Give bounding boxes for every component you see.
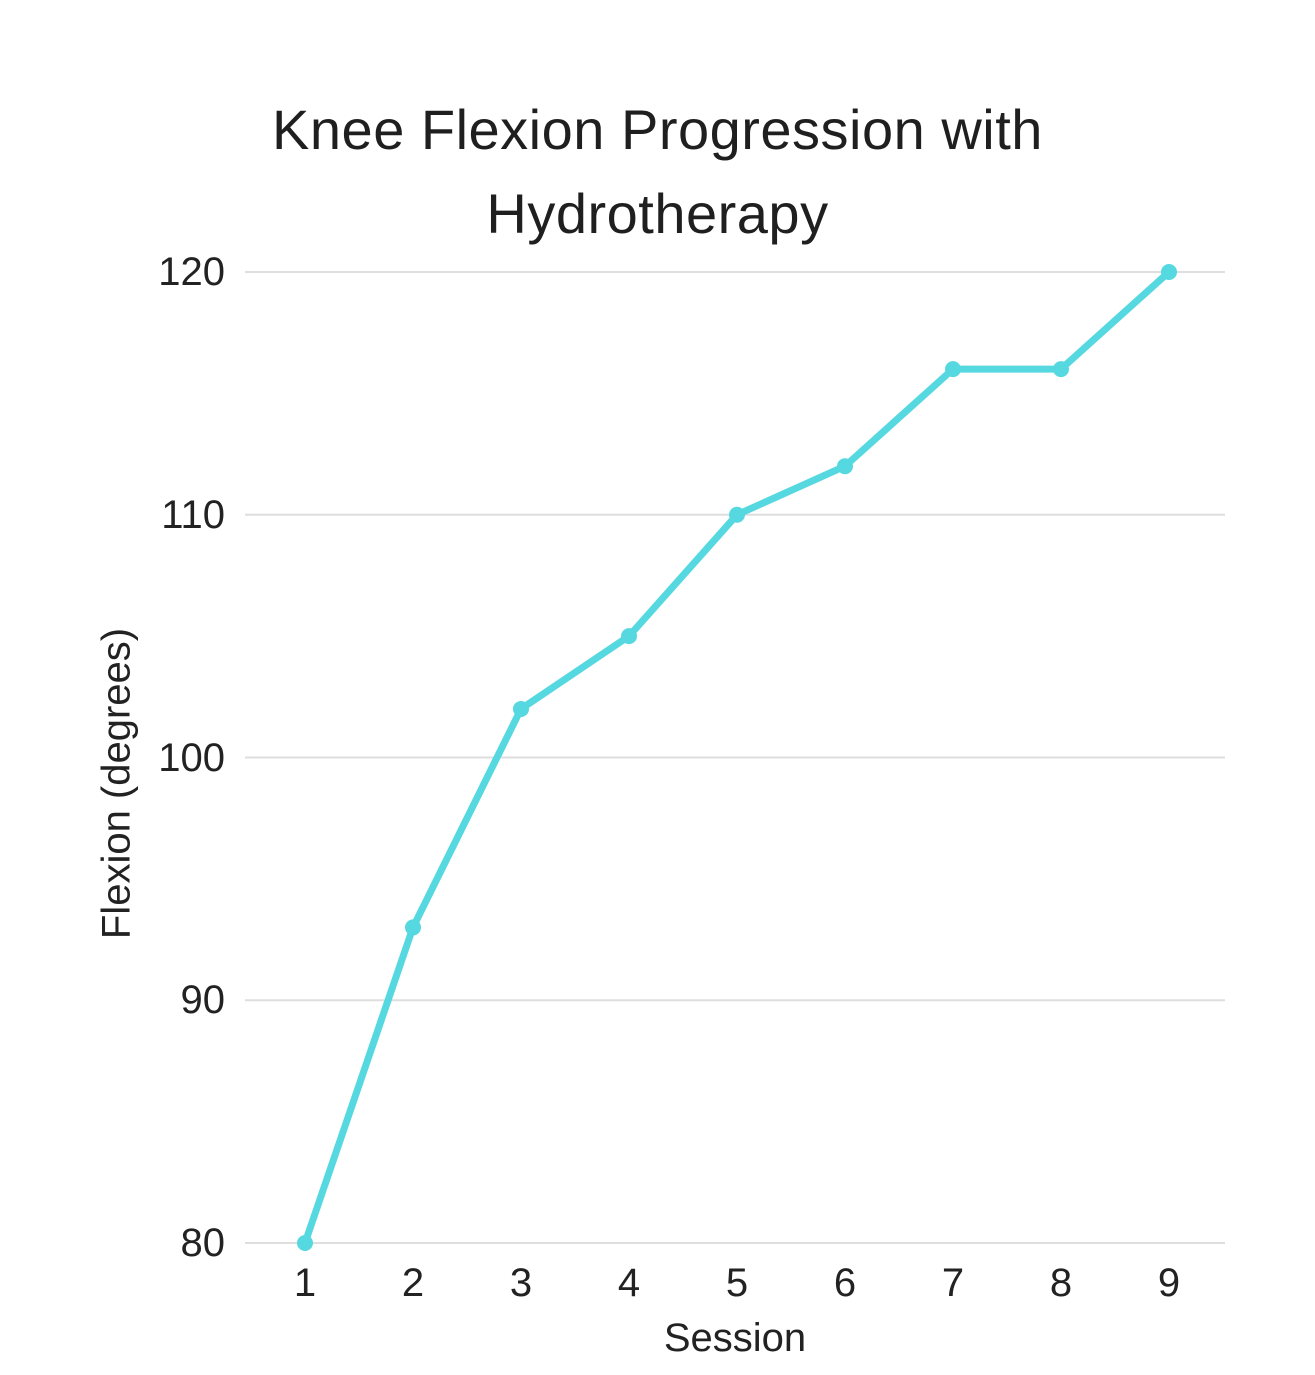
data-point-marker <box>513 700 529 717</box>
data-point-marker <box>297 1235 313 1251</box>
y-tick-label: 100 <box>158 735 225 780</box>
x-tick-label: 6 <box>833 1261 857 1305</box>
data-point-marker <box>1161 264 1177 280</box>
x-tick-label: 3 <box>509 1261 533 1305</box>
x-tick-label: 4 <box>617 1261 641 1305</box>
x-axis-title: Session <box>663 1316 807 1360</box>
data-point-marker <box>945 361 961 378</box>
x-tick-label: 1 <box>293 1261 317 1305</box>
data-point-marker <box>1053 361 1069 378</box>
chart-title: Knee Flexion Progression with Hydrothera… <box>272 98 1043 245</box>
y-tick-label: 90 <box>180 978 226 1023</box>
y-tick-label: 120 <box>158 250 225 294</box>
data-point-marker <box>837 458 853 475</box>
y-tick-label: 110 <box>161 492 225 537</box>
data-point-marker <box>729 506 745 523</box>
data-point-marker <box>405 919 421 936</box>
data-point-marker <box>621 628 637 645</box>
x-tick-label: 9 <box>1157 1261 1181 1305</box>
x-tick-label: 8 <box>1049 1261 1073 1305</box>
y-axis-title: Flexion (degrees) <box>94 627 139 940</box>
x-tick-label: 5 <box>725 1261 749 1305</box>
x-tick-label: 2 <box>401 1261 425 1305</box>
x-tick-label: 7 <box>941 1261 965 1305</box>
y-tick-label: 80 <box>180 1221 226 1265</box>
